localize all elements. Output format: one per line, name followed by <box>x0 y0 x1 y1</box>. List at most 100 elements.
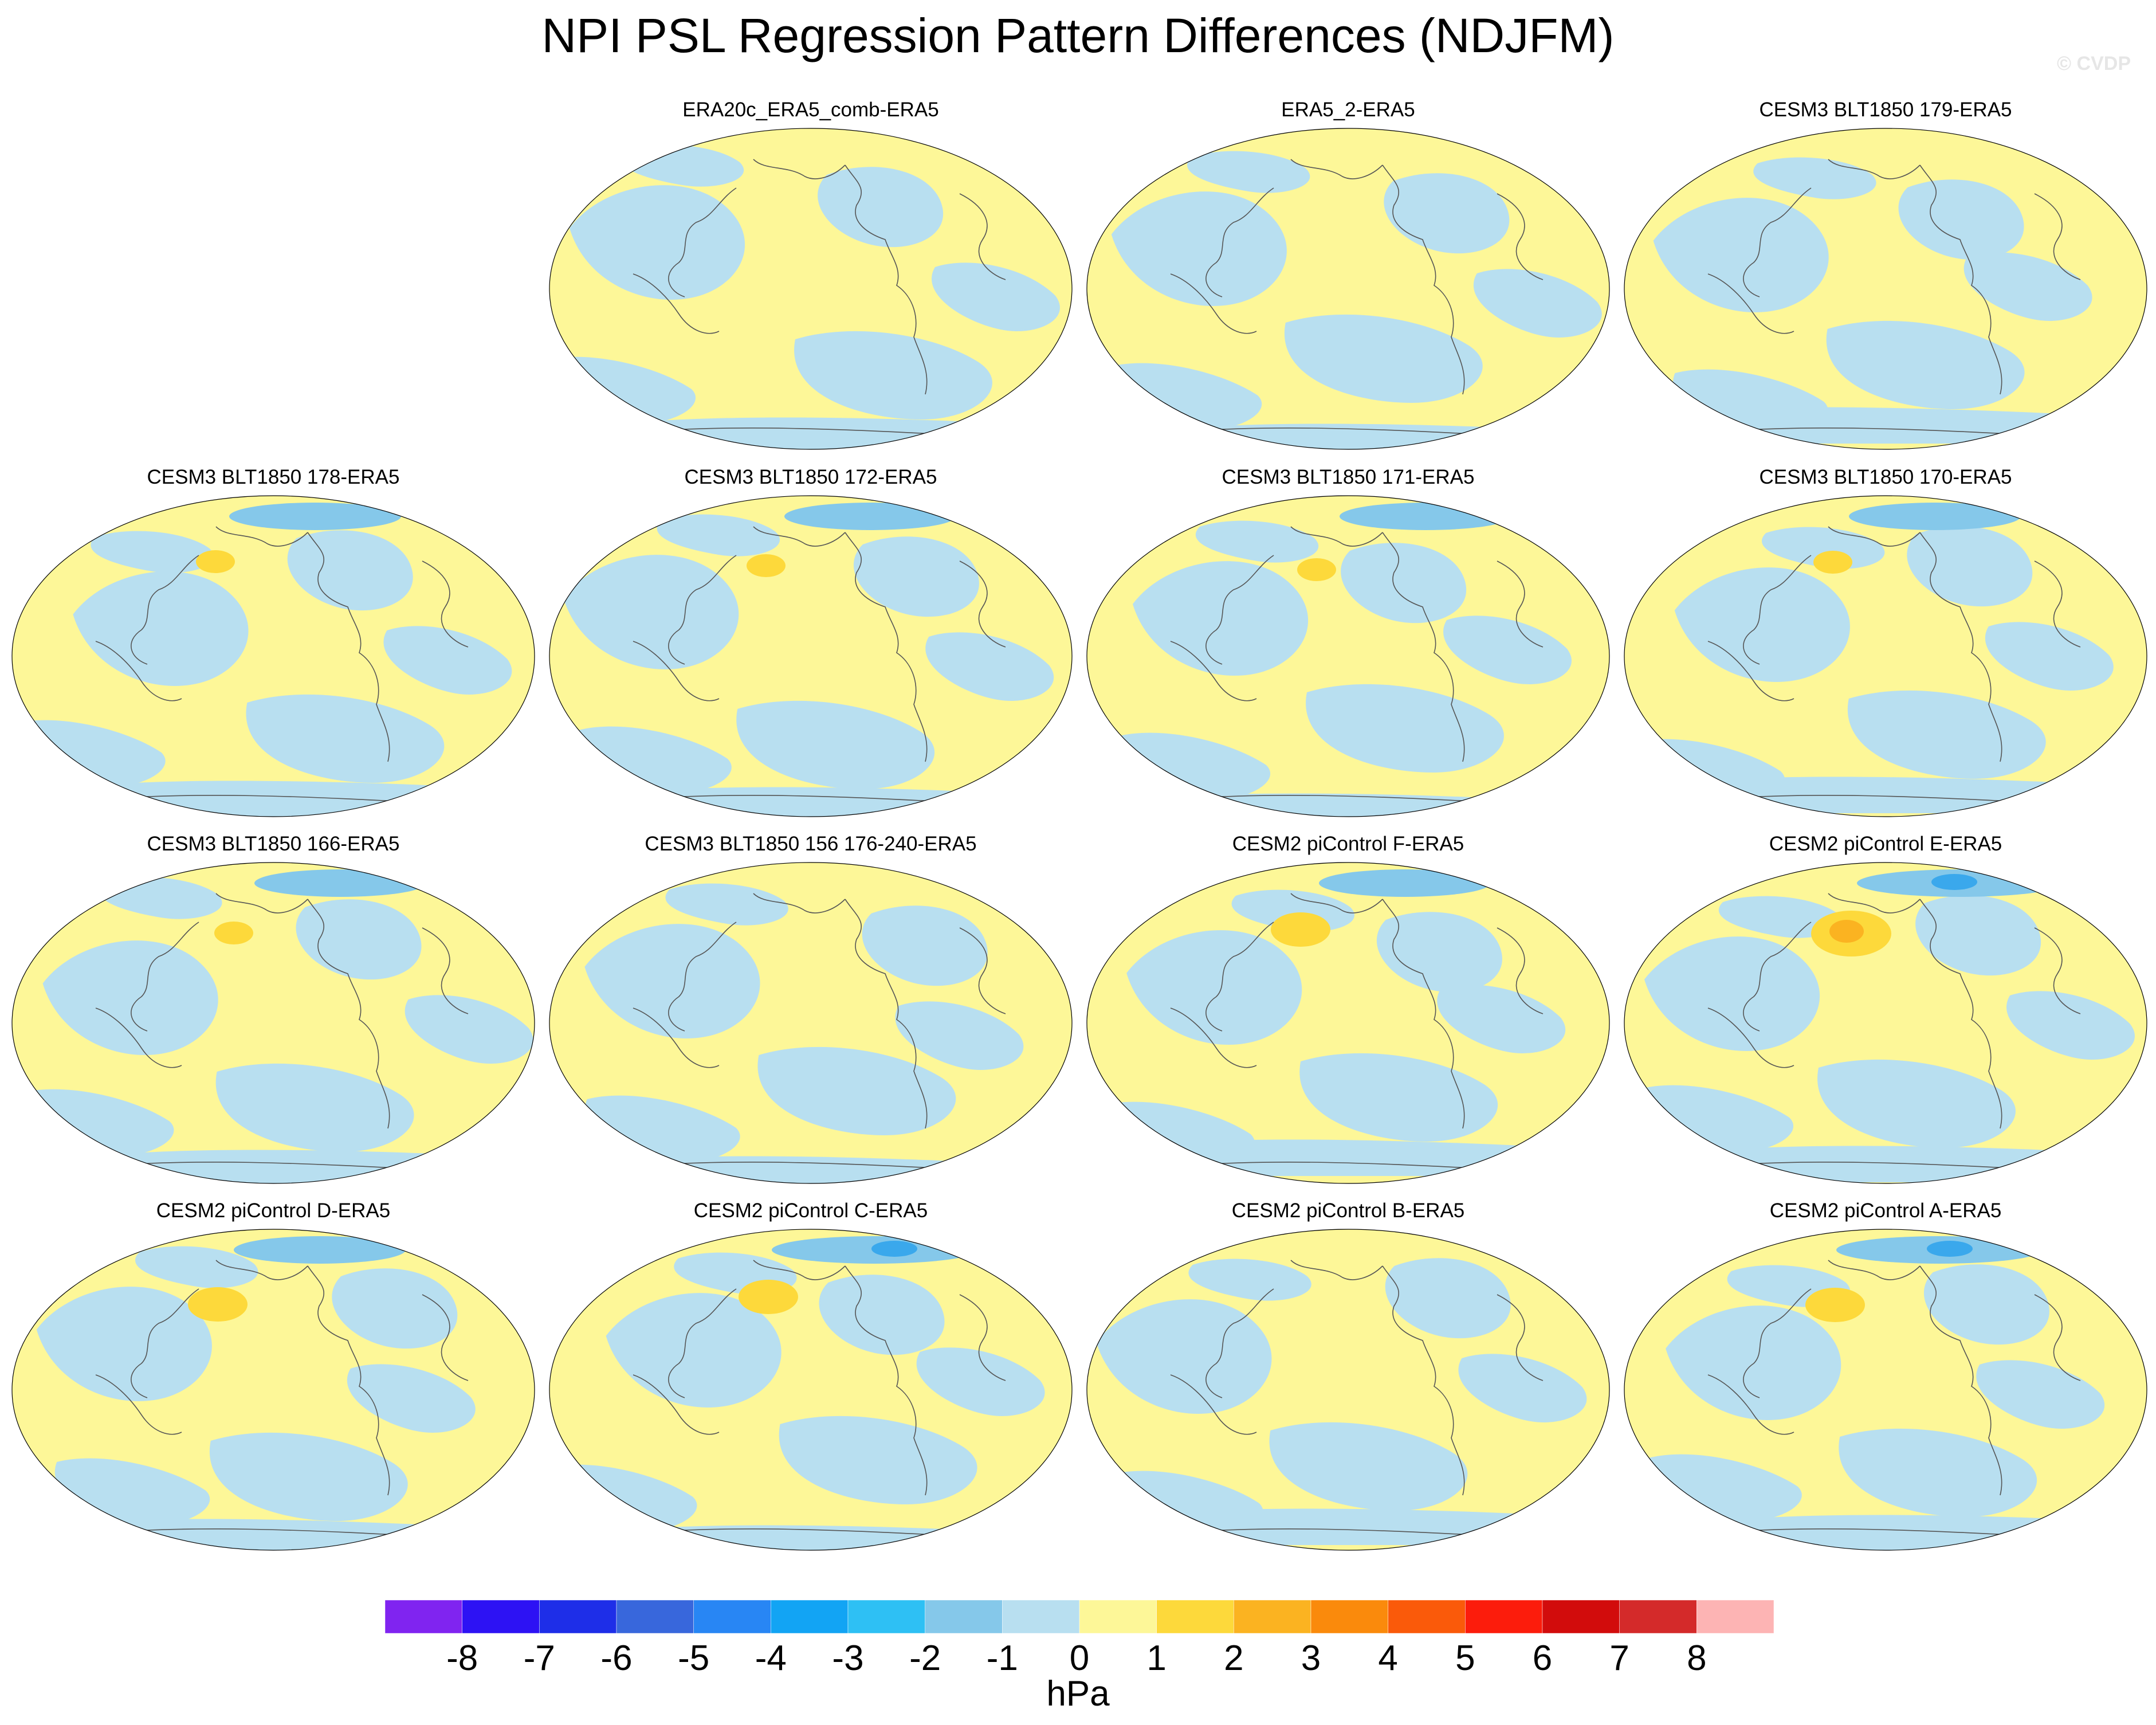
map-panel: CESM3 BLT1850 172-ERA5 <box>547 466 1074 830</box>
negative-anomaly-region <box>1624 777 2128 813</box>
negative-anomaly-core <box>229 503 401 530</box>
negative-anomaly-region <box>1376 912 1502 993</box>
negative-anomaly-region <box>73 571 249 686</box>
negative-anomaly-region <box>2006 991 2135 1060</box>
coastline <box>215 526 308 547</box>
figure-title: NPI PSL Regression Pattern Differences (… <box>541 9 1615 62</box>
map-border <box>549 128 1073 450</box>
negative-anomaly-region <box>1907 526 2033 607</box>
map-panel: CESM2 piControl B-ERA5 <box>1085 1199 1612 1564</box>
map-border <box>11 495 535 817</box>
negative-anomaly-region <box>1384 173 1510 254</box>
coastline <box>1743 187 1812 297</box>
positive-anomaly-core <box>1805 1288 1865 1322</box>
negative-anomaly-region <box>1187 151 1310 193</box>
negative-anomaly-region <box>347 1364 476 1433</box>
negative-anomaly-region <box>584 924 760 1038</box>
panel-title: CESM2 piControl B-ERA5 <box>1231 1199 1465 1222</box>
negative-anomaly-region <box>1753 157 1876 199</box>
panel-title: CESM3 BLT1850 166-ERA5 <box>147 833 400 855</box>
coastline <box>753 893 846 914</box>
negative-anomaly-peak <box>1931 874 1977 890</box>
colorbar-swatch <box>847 1600 925 1633</box>
coastline <box>307 532 390 762</box>
colorbar-tick-label: -5 <box>678 1638 710 1678</box>
negative-anomaly-region <box>1985 622 2114 691</box>
negative-anomaly-region <box>1847 690 2046 779</box>
negative-anomaly-region <box>853 536 979 617</box>
coastline <box>131 555 199 665</box>
negative-anomaly-core <box>234 1236 406 1264</box>
colorbar-swatch <box>462 1600 540 1633</box>
negative-anomaly-region <box>563 555 739 669</box>
negative-anomaly-region <box>1762 527 1885 569</box>
negative-anomaly-region <box>1188 1259 1311 1301</box>
map-border <box>1086 495 1610 817</box>
map-panel: CESM3 BLT1850 178-ERA5 <box>10 466 537 830</box>
coastline <box>753 1260 846 1280</box>
negative-anomaly-region <box>36 1287 212 1401</box>
coastline <box>1828 159 1921 179</box>
map-border <box>1086 862 1610 1184</box>
panel-title: CESM3 BLT1850 171-ERA5 <box>1222 466 1475 488</box>
coastline <box>422 927 469 1014</box>
coastline <box>1919 532 2002 762</box>
negative-anomaly-region <box>1915 895 2041 976</box>
positive-anomaly-core <box>188 1287 248 1322</box>
map-border <box>549 1229 1073 1551</box>
negative-anomaly-region <box>570 185 745 300</box>
negative-anomaly-region <box>665 883 788 926</box>
robinson-map <box>549 495 1073 817</box>
negative-anomaly-region <box>44 1150 535 1183</box>
colorbar-tick-labels: -8 -7 -6 -5 -4 -3 -2 -1 0 1 2 3 4 5 6 7 8 <box>0 1638 2156 1684</box>
coastline <box>959 927 1006 1014</box>
panel-title: CESM2 piControl C-ERA5 <box>693 1199 928 1222</box>
negative-anomaly-region <box>794 331 992 420</box>
coastline <box>1170 273 1257 334</box>
panel-title: CESM3 BLT1850 156 176-240-ERA5 <box>645 833 977 855</box>
map-panel: CESM2 piControl A-ERA5 <box>1622 1199 2149 1564</box>
negative-anomaly-region <box>1097 1508 1602 1545</box>
positive-anomaly-core <box>747 554 786 577</box>
positive-anomaly-core <box>196 550 235 573</box>
negative-anomaly-region <box>215 1063 414 1152</box>
negative-anomaly-region <box>1667 1515 2147 1550</box>
map-border <box>1086 1229 1610 1551</box>
coastline <box>1290 159 1383 179</box>
map-panel: CESM2 piControl F-ERA5 <box>1085 833 1612 1197</box>
map-border <box>1624 495 2147 817</box>
negative-anomaly-region <box>757 1046 956 1135</box>
negative-anomaly-region <box>1674 567 1850 682</box>
panel-title: ERA5_2-ERA5 <box>1281 99 1415 121</box>
negative-anomaly-region <box>932 262 1060 331</box>
coastline <box>845 532 928 762</box>
colorbar-tick-label: -4 <box>755 1638 787 1678</box>
negative-anomaly-region <box>564 787 1069 817</box>
negative-anomaly-region <box>1443 615 1572 684</box>
coastline <box>1290 893 1383 914</box>
coastline <box>422 1294 469 1381</box>
coastline <box>959 1294 1006 1381</box>
panel-title: CESM3 BLT1850 170-ERA5 <box>1759 466 2012 488</box>
colorbar-tick-label: -2 <box>909 1638 941 1678</box>
panel-title: CESM2 piControl E-ERA5 <box>1769 833 2002 855</box>
coastline <box>1743 555 1812 665</box>
colorbar-tick-label: -8 <box>446 1638 478 1678</box>
map-border <box>11 1229 535 1551</box>
coastline <box>1707 1007 1794 1068</box>
coastline <box>633 273 720 334</box>
negative-anomaly-region <box>1826 320 2025 409</box>
negative-anomaly-region <box>246 694 445 783</box>
coastline <box>1497 193 1544 280</box>
coastline <box>215 893 308 914</box>
panel-title: CESM3 BLT1850 179-ERA5 <box>1759 99 2012 121</box>
negative-anomaly-region <box>1269 1422 1468 1511</box>
map-panel: CESM3 BLT1850 170-ERA5 <box>1622 466 2149 830</box>
colorbar <box>385 1600 1774 1633</box>
negative-anomaly-region <box>1458 1354 1587 1422</box>
credit-watermark: © CVDP <box>2057 53 2131 75</box>
colorbar-tick-label: 8 <box>1687 1638 1707 1678</box>
colorbar-swatch <box>1696 1600 1774 1633</box>
colorbar-tick-label: 4 <box>1378 1638 1398 1678</box>
